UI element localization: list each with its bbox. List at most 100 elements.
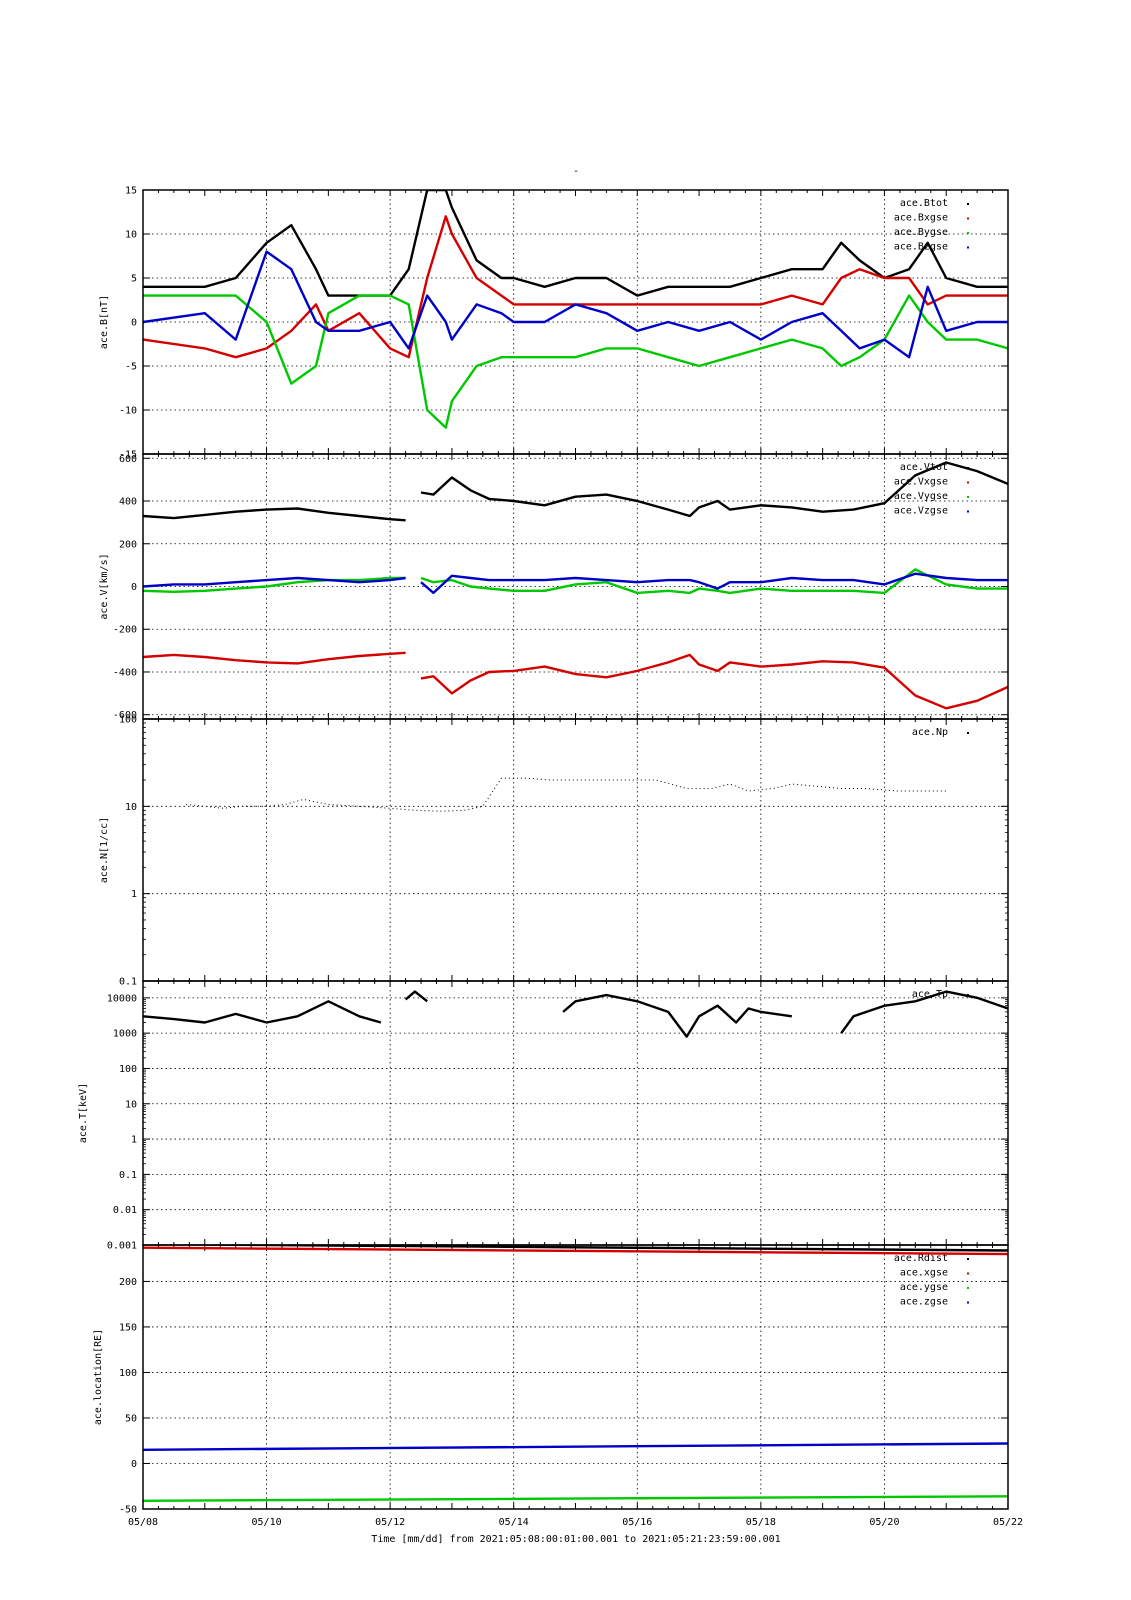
y-tick-label: -15 xyxy=(119,450,137,461)
y-tick-label: 0 xyxy=(131,318,137,329)
y-tick-label: 100 xyxy=(119,1064,137,1075)
legend-marker xyxy=(967,1287,969,1289)
series-line-ace-Vtot xyxy=(420,461,1008,518)
y-tick-label: 1000 xyxy=(113,1029,137,1040)
y-tick-label: 15 xyxy=(125,186,137,197)
legend-label: ace.Vxgse xyxy=(894,477,948,488)
series-line-ace-Vzgse xyxy=(420,572,1008,595)
series-line-ace-Vygse xyxy=(420,568,1008,595)
legend-label: ace.ygse xyxy=(900,1282,948,1293)
y-tick-label: 100 xyxy=(119,1368,137,1379)
figure-title: - xyxy=(573,166,579,177)
y-tick-label: 50 xyxy=(125,1413,137,1424)
y-tick-label: 0.1 xyxy=(119,977,137,988)
series-line-ace-Vxgse xyxy=(420,653,1008,710)
x-tick-label: 05/22 xyxy=(993,1517,1023,1528)
x-tick-label: 05/20 xyxy=(869,1517,899,1528)
legend-marker xyxy=(967,1258,969,1260)
series-line-ace-Vtot xyxy=(143,507,406,522)
legend-label: ace.Tp xyxy=(912,989,948,1000)
legend-label: ace.Bzgse xyxy=(894,242,948,253)
y-tick-label: 200 xyxy=(119,1277,137,1288)
y-tick-label: -400 xyxy=(113,667,137,678)
legend-marker xyxy=(967,246,969,249)
y-axis-title: ace.V[km/s] xyxy=(99,553,110,619)
y-tick-label: 10 xyxy=(125,230,137,241)
y-tick-label: 0.001 xyxy=(107,1241,137,1252)
series-line-ace-Tp xyxy=(562,993,792,1038)
legend-marker xyxy=(967,1301,969,1304)
y-axis-title: ace.T[keV] xyxy=(78,1083,89,1143)
legend-label: ace.Rdist xyxy=(894,1253,948,1264)
x-axis-label: Time [mm/dd] from 2021:05:08:00:01:00.00… xyxy=(371,1534,780,1545)
y-tick-label: 5 xyxy=(131,274,137,285)
y-tick-label: 600 xyxy=(119,454,137,465)
legend-label: ace.Btot xyxy=(900,198,948,209)
x-tick-label: 05/12 xyxy=(375,1517,405,1528)
y-tick-label: 10000 xyxy=(107,993,137,1004)
y-tick-label: -200 xyxy=(113,625,137,636)
series-line-ace-Tp xyxy=(143,1000,382,1024)
x-tick-label: 05/10 xyxy=(252,1517,282,1528)
y-tick-label: 1 xyxy=(131,889,137,900)
panel-5: -50 0 50 100 150 200 ace.Rdist ace.xgse ace.ygse… xyxy=(93,1244,1009,1516)
series-line-ace-Vxgse xyxy=(143,651,406,665)
legend-marker xyxy=(967,496,969,498)
legend-marker xyxy=(967,217,969,220)
legend-marker xyxy=(967,510,969,513)
y-tick-label: 0 xyxy=(131,582,137,593)
y-tick-label: 10 xyxy=(125,1099,137,1110)
series-line-ace-Bxgse xyxy=(143,215,1008,359)
y-axis-title: ace.location[RE] xyxy=(93,1329,104,1425)
y-tick-label: -5 xyxy=(125,362,137,373)
legend-marker xyxy=(967,232,969,234)
panel-frame xyxy=(142,1244,1009,1510)
legend-label: ace.Bxgse xyxy=(894,213,948,224)
legend-label: ace.Vzgse xyxy=(894,506,948,517)
legend-marker xyxy=(967,1272,969,1275)
series-line-ace-Tp xyxy=(404,990,428,1003)
y-tick-label: 150 xyxy=(119,1322,137,1333)
y-tick-label: 1 xyxy=(131,1135,137,1146)
y-tick-label: 200 xyxy=(119,539,137,550)
panel-4: 0.001 0.01 0.1 1 10 100 1000 10000 ace.Tp ace.T[k… xyxy=(78,980,1009,1252)
legend-label: ace.Bygse xyxy=(894,227,948,238)
y-axis-title: ace.B[nT] xyxy=(99,295,110,349)
y-tick-label: 0 xyxy=(131,1459,137,1470)
series-line-ace-xgse xyxy=(143,1246,1008,1256)
y-tick-label: 0.01 xyxy=(113,1205,137,1216)
panel-2: -600 -400 -200 0 200 400 600 ace.Vtot ace.Vxgse a… xyxy=(99,453,1009,721)
y-axis-title: ace.N[1/cc] xyxy=(99,817,110,883)
series-line-ace-Vygse xyxy=(143,576,406,593)
y-tick-label: 400 xyxy=(119,497,137,508)
series-line-ace-Bygse xyxy=(143,294,1008,429)
series-line-ace-Tp xyxy=(840,990,1008,1034)
panel-3: 0.1 1 10 100 ace.Np ace.N[1/cc] xyxy=(99,715,1009,988)
x-tick-label: 05/18 xyxy=(746,1517,776,1528)
legend-label: ace.zgse xyxy=(900,1297,948,1308)
legend-marker xyxy=(967,994,969,996)
legend-marker xyxy=(967,203,969,205)
x-tick-label: 05/14 xyxy=(499,1517,529,1528)
legend-marker xyxy=(967,481,969,484)
x-tick-label: 05/08 xyxy=(128,1517,158,1528)
legend-label: ace.Np xyxy=(912,727,948,738)
y-tick-label: 100 xyxy=(119,715,137,726)
series-line-ace-Vzgse xyxy=(143,576,406,588)
series-line-ace-Btot xyxy=(143,190,1008,297)
legend-label: ace.Vygse xyxy=(894,491,948,502)
y-tick-label: -50 xyxy=(119,1505,137,1516)
y-tick-label: -600 xyxy=(113,710,137,721)
y-tick-label: 10 xyxy=(125,802,137,813)
legend-marker xyxy=(967,467,969,469)
y-tick-label: 0.1 xyxy=(119,1170,137,1181)
panels: -15-10-5051015ace.Btotace.Bxgseace.Bygse… xyxy=(78,186,1023,1529)
y-tick-label: -10 xyxy=(119,406,137,417)
panel-1: -15 -10 -5 0 5 10 15 ace.Btot ace.Bxgse ace.Bygse… xyxy=(99,186,1009,461)
legend-marker xyxy=(967,732,969,734)
series-line-ace-zgse xyxy=(143,1442,1008,1452)
panel-frame xyxy=(142,718,1009,982)
series-line-ace-Bzgse xyxy=(143,250,1008,359)
legend-label: ace.Vtot xyxy=(900,462,948,473)
